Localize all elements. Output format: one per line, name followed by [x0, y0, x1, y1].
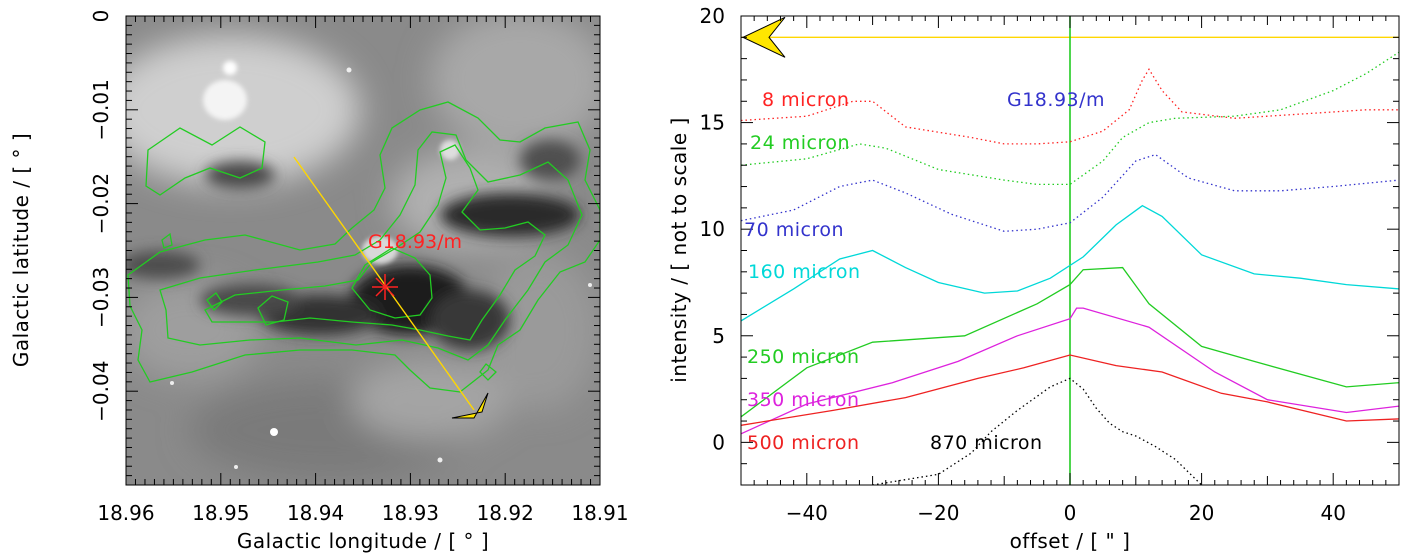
- reference-arrow: [741, 16, 786, 58]
- source-star-marker: [372, 274, 398, 300]
- left-axes: 18.96 18.95 18.94 18.93 18.92 18.91 0 −0.01 −0.0…: [89, 10, 629, 525]
- right-x-tick-label: −40: [786, 501, 828, 525]
- left-x-tick-label: 18.95: [192, 501, 249, 525]
- left-y-tick-label: −0.01: [89, 79, 113, 140]
- series-label-500-micron: 500 micron: [747, 432, 860, 454]
- right-axes: −40 −20 0 20 40 0 5 10 15 20: [700, 4, 1400, 525]
- right-y-tick-label: 15: [700, 111, 725, 135]
- right-y-tick-label: 10: [700, 217, 725, 241]
- series-line-250-micron: [741, 266, 1399, 418]
- series-line-160-micron: [741, 204, 1399, 322]
- series-line-870-micron: [872, 377, 1203, 485]
- right-x-tick-label: 40: [1320, 501, 1345, 525]
- cut-line: [293, 156, 475, 411]
- contours: [127, 101, 600, 393]
- right-y-tick-label: 20: [700, 4, 725, 28]
- series-label-350-micron: 350 micron: [747, 389, 860, 411]
- series-line-70-micron: [741, 153, 1399, 232]
- left-y-tick-label: 0: [89, 10, 113, 23]
- right-y-tick-label: 5: [712, 324, 725, 348]
- left-y-tick-label: −0.03: [89, 267, 113, 328]
- left-x-tick-label: 18.93: [382, 501, 439, 525]
- left-x-tick-label: 18.91: [571, 501, 628, 525]
- cut-direction-arrow: [451, 392, 489, 419]
- left-x-tick-label: 18.96: [97, 501, 154, 525]
- left-x-axis-label: Galactic longitude / [ ° ]: [237, 529, 489, 553]
- series-label-8-micron: 8 micron: [762, 89, 849, 111]
- right-y-axis-label: intensity / [ not to scale ]: [667, 117, 691, 383]
- right-x-tick-label: 20: [1189, 501, 1214, 525]
- series-labels: 8 micron 24 micron 70 micron 160 micron 250 …: [744, 89, 1043, 454]
- series-label-24-micron: 24 micron: [750, 132, 850, 154]
- right-panel-line-chart: −40 −20 0 20 40 0 5 10 15 20 8 micron 24 micron 70 …: [667, 4, 1400, 553]
- series-label-870-micron: 870 micron: [930, 432, 1043, 454]
- right-x-tick-label: 0: [1064, 501, 1077, 525]
- left-y-tick-label: −0.04: [89, 361, 113, 422]
- series-line-350-micron: [741, 307, 1399, 435]
- series-label-250-micron: 250 micron: [747, 346, 860, 368]
- left-x-tick-label: 18.94: [287, 501, 344, 525]
- series-line-500-micron: [741, 354, 1399, 426]
- source-label: G18.93/m: [368, 231, 462, 253]
- grayscale-image: G18.93/m: [126, 16, 600, 485]
- left-x-tick-label: 18.92: [477, 501, 534, 525]
- series-label-70-micron: 70 micron: [744, 219, 844, 241]
- right-x-tick-label: −20: [917, 501, 959, 525]
- right-y-tick-label: 0: [712, 430, 725, 454]
- right-annotation: G18.93/m: [1007, 89, 1105, 111]
- left-y-tick-label: −0.02: [89, 173, 113, 234]
- series-label-160-micron: 160 micron: [748, 261, 861, 283]
- left-panel-image-chart: G18.93/m 18.96 18.95 18.94 18.93 18.92 18.91 0…: [9, 10, 629, 553]
- left-y-axis-label: Galactic latitude / [ ° ]: [9, 133, 33, 367]
- right-x-axis-label: offset / [ " ]: [1010, 529, 1131, 553]
